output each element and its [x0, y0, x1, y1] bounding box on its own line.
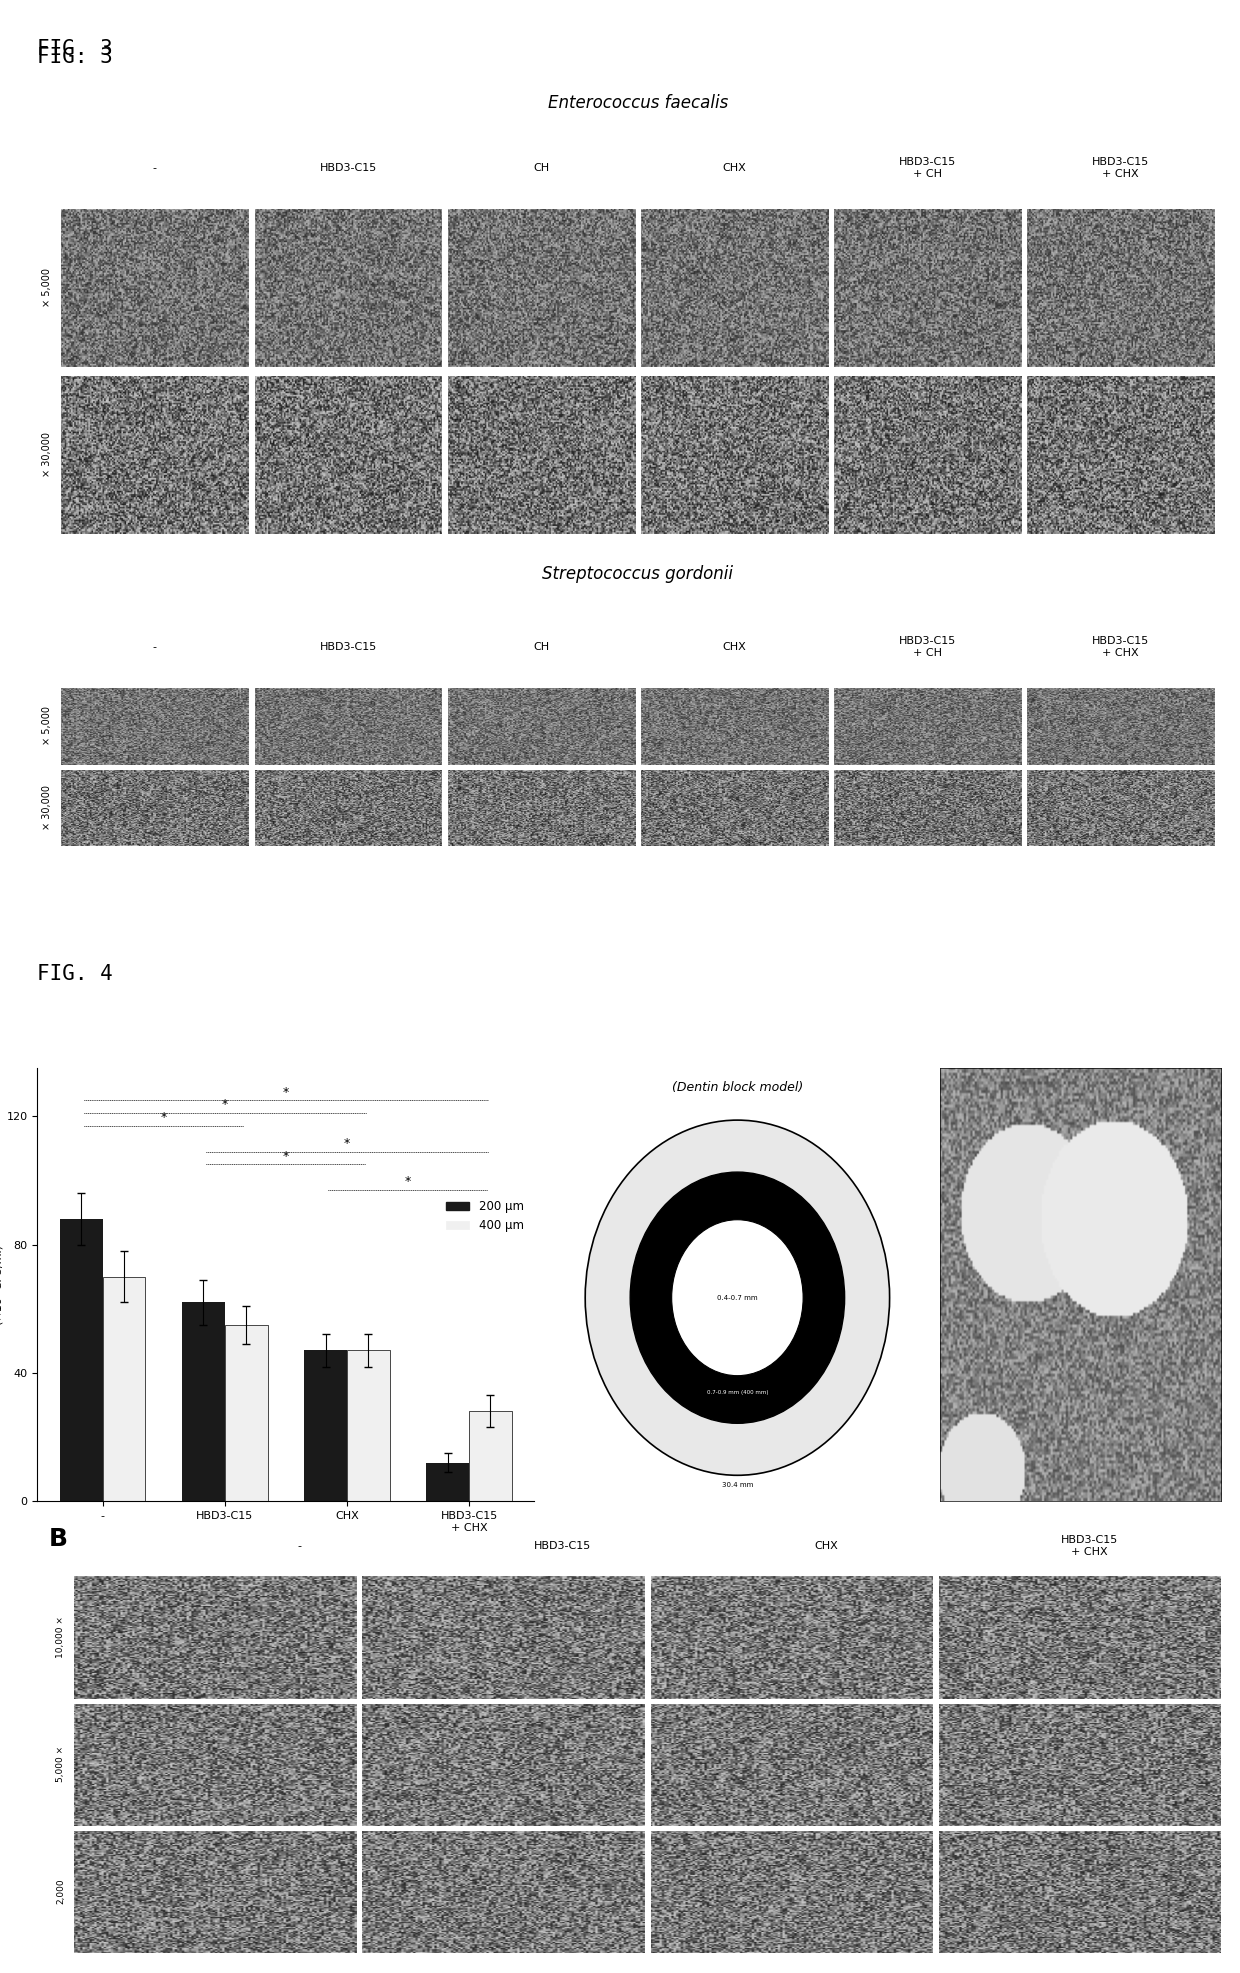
Text: *: * — [343, 1136, 350, 1150]
Text: FIG. 3: FIG. 3 — [37, 39, 113, 59]
Text: HBD3-C15
+ CH: HBD3-C15 + CH — [899, 158, 956, 180]
Text: × 5,000: × 5,000 — [42, 706, 52, 746]
Text: CH: CH — [533, 164, 549, 174]
Text: HBD3-C15
+ CHX: HBD3-C15 + CHX — [1061, 1535, 1118, 1557]
Text: HBD3-C15: HBD3-C15 — [534, 1541, 591, 1551]
Text: *: * — [160, 1111, 166, 1125]
Text: HBD3-C15: HBD3-C15 — [320, 641, 377, 651]
Bar — [182, 1302, 224, 1501]
Text: *: * — [222, 1099, 228, 1111]
Text: 10,000 ×: 10,000 × — [56, 1616, 66, 1657]
Text: HBD3-C15
+ CH: HBD3-C15 + CH — [899, 635, 956, 657]
Text: CHX: CHX — [815, 1541, 838, 1551]
Text: × 30,000: × 30,000 — [42, 785, 52, 831]
Bar — [469, 1411, 512, 1501]
Text: HBD3-C15
+ CHX: HBD3-C15 + CHX — [1092, 158, 1149, 180]
Text: HBD3-C15
+ CHX: HBD3-C15 + CHX — [1092, 635, 1149, 657]
Text: *: * — [283, 1085, 289, 1099]
Text: 30.4 mm: 30.4 mm — [722, 1482, 753, 1488]
Bar — [103, 1277, 145, 1501]
Text: B: B — [50, 1527, 68, 1551]
Text: -: - — [153, 164, 156, 174]
Text: CHX: CHX — [723, 164, 746, 174]
Ellipse shape — [585, 1121, 889, 1476]
Text: HBD3-C15: HBD3-C15 — [320, 164, 377, 174]
Text: × 30,000: × 30,000 — [42, 432, 52, 477]
Bar — [60, 1219, 103, 1501]
Text: 0.4-0.7 mm: 0.4-0.7 mm — [717, 1294, 758, 1300]
Bar — [304, 1350, 347, 1501]
Ellipse shape — [630, 1172, 844, 1423]
Text: Streptococcus gordonii: Streptococcus gordonii — [542, 564, 733, 584]
Text: *: * — [283, 1150, 289, 1162]
Text: × 5,000: × 5,000 — [42, 268, 52, 308]
Text: 0.7-0.8 mm (200 mm): 0.7-0.8 mm (200 mm) — [707, 1355, 768, 1361]
Legend: 200 μm, 400 μm: 200 μm, 400 μm — [441, 1196, 528, 1237]
Text: 2,000: 2,000 — [56, 1878, 66, 1904]
Text: 0.7-0.9 mm (400 mm): 0.7-0.9 mm (400 mm) — [707, 1391, 768, 1395]
Ellipse shape — [672, 1219, 804, 1375]
Bar — [427, 1462, 469, 1501]
Text: CH: CH — [533, 641, 549, 651]
Bar — [224, 1324, 268, 1501]
Y-axis label: Multispecies bacteria
(×10⁶ CFU/ml): Multispecies bacteria (×10⁶ CFU/ml) — [0, 1225, 4, 1344]
Bar — [347, 1350, 389, 1501]
Text: FIG. 4: FIG. 4 — [37, 965, 113, 985]
Text: -: - — [298, 1541, 301, 1551]
Text: *: * — [405, 1176, 412, 1188]
Text: -: - — [153, 641, 156, 651]
Text: (Dentin block model): (Dentin block model) — [672, 1081, 804, 1095]
Text: FIG. 3: FIG. 3 — [37, 47, 113, 67]
Text: 5,000 ×: 5,000 × — [56, 1746, 66, 1782]
Text: Enterococcus faecalis: Enterococcus faecalis — [548, 95, 728, 112]
Text: CHX: CHX — [723, 641, 746, 651]
